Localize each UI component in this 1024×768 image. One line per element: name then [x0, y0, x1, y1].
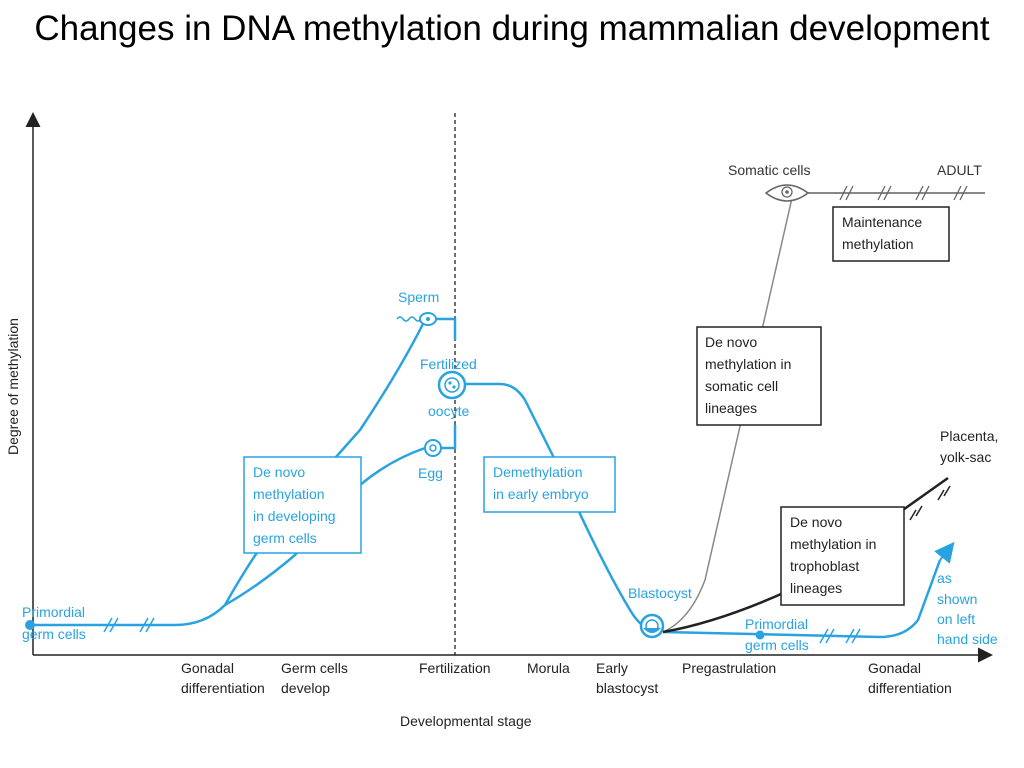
svg-text:somatic cell: somatic cell	[705, 378, 778, 394]
svg-text:lineages: lineages	[790, 580, 842, 596]
svg-text:methylation in: methylation in	[705, 356, 791, 372]
curve-egg	[224, 446, 426, 607]
label-blastocyst: Blastocyst	[628, 585, 692, 601]
stage-pregastrulation: Pregastrulation	[682, 660, 776, 676]
label-sperm: Sperm	[398, 289, 439, 305]
box-demethylation: Demethylation in early embryo	[483, 456, 616, 513]
break-marks-left	[103, 617, 155, 633]
break-marks-right	[819, 628, 861, 644]
label-somatic-cells: Somatic cells	[728, 162, 810, 178]
primordial-left-dot	[25, 620, 35, 630]
svg-text:Maintenance: Maintenance	[842, 214, 922, 230]
break-marks-adult	[839, 185, 968, 201]
primordial-right-dot	[755, 630, 765, 640]
y-axis-label: Degree of methylation	[5, 318, 21, 455]
stage-early: Early	[596, 660, 628, 676]
label-primordial-left-line1: Primordial	[22, 604, 85, 620]
label-fertilized-line2: oocyte	[428, 403, 469, 419]
curve-as-shown	[934, 541, 955, 564]
label-placenta-line1: Placenta,	[940, 428, 998, 444]
stage-gonadal-1: Gonadal	[181, 660, 234, 676]
blastocyst-icon	[639, 613, 665, 639]
label-adult: ADULT	[937, 162, 982, 178]
box-de-novo-germ: De novo methylation in developing germ c…	[243, 456, 362, 554]
stage-labels: Gonadal differentiation Germ cells devel…	[181, 660, 952, 696]
curve-primordial-right	[662, 559, 942, 639]
curve-primordial-left	[30, 604, 226, 627]
stage-germ-cells: Germ cells	[281, 660, 348, 676]
svg-text:De novo: De novo	[705, 334, 757, 350]
stage-differentiation-2: differentiation	[868, 680, 952, 696]
sperm-to-fertilization	[436, 317, 457, 340]
svg-text:Demethylation: Demethylation	[493, 464, 583, 480]
break-marks-placenta	[909, 485, 951, 521]
box-de-novo-trophoblast: De novo methylation in trophoblast linea…	[780, 506, 905, 606]
svg-text:lineages: lineages	[705, 400, 757, 416]
label-as-shown-line2: shown	[937, 591, 977, 607]
stage-blastocyst: blastocyst	[596, 680, 658, 696]
stage-differentiation-1: differentiation	[181, 680, 265, 696]
svg-text:methylation in: methylation in	[790, 536, 876, 552]
svg-text:De novo: De novo	[790, 514, 842, 530]
egg-to-fertilization	[441, 425, 457, 450]
stage-fertilization: Fertilization	[419, 660, 491, 676]
svg-text:methylation: methylation	[842, 236, 914, 252]
svg-text:germ cells: germ cells	[253, 530, 317, 546]
sperm-tail	[396, 316, 422, 322]
curve-demethylation	[465, 382, 653, 632]
label-as-shown-line3: on left	[937, 611, 975, 627]
box-maintenance: Maintenance methylation	[832, 206, 950, 262]
stage-morula: Morula	[527, 660, 570, 676]
x-axis-label: Developmental stage	[400, 713, 532, 729]
label-primordial-left-line2: germ cells	[22, 626, 86, 642]
svg-text:in developing: in developing	[253, 508, 336, 524]
label-primordial-right-line1: Primordial	[745, 616, 808, 632]
svg-text:in early embryo: in early embryo	[493, 486, 589, 502]
svg-text:trophoblast: trophoblast	[790, 558, 859, 574]
stage-gonadal-2: Gonadal	[868, 660, 921, 676]
stage-develop: develop	[281, 680, 330, 696]
label-fertilized-line1: Fertilized	[420, 356, 477, 372]
svg-text:methylation: methylation	[253, 486, 325, 502]
label-placenta-line2: yolk-sac	[940, 449, 991, 465]
label-egg: Egg	[418, 465, 443, 481]
svg-text:De novo: De novo	[253, 464, 305, 480]
page-title: Changes in DNA methylation during mammal…	[34, 9, 990, 48]
curve-somatic	[662, 197, 793, 633]
label-as-shown-line1: as	[937, 570, 952, 586]
box-de-novo-somatic: De novo methylation in somatic cell line…	[696, 326, 822, 426]
label-primordial-right-line2: germ cells	[745, 637, 809, 653]
curve-sperm	[223, 319, 427, 606]
label-as-shown-line4: hand side	[937, 631, 998, 647]
